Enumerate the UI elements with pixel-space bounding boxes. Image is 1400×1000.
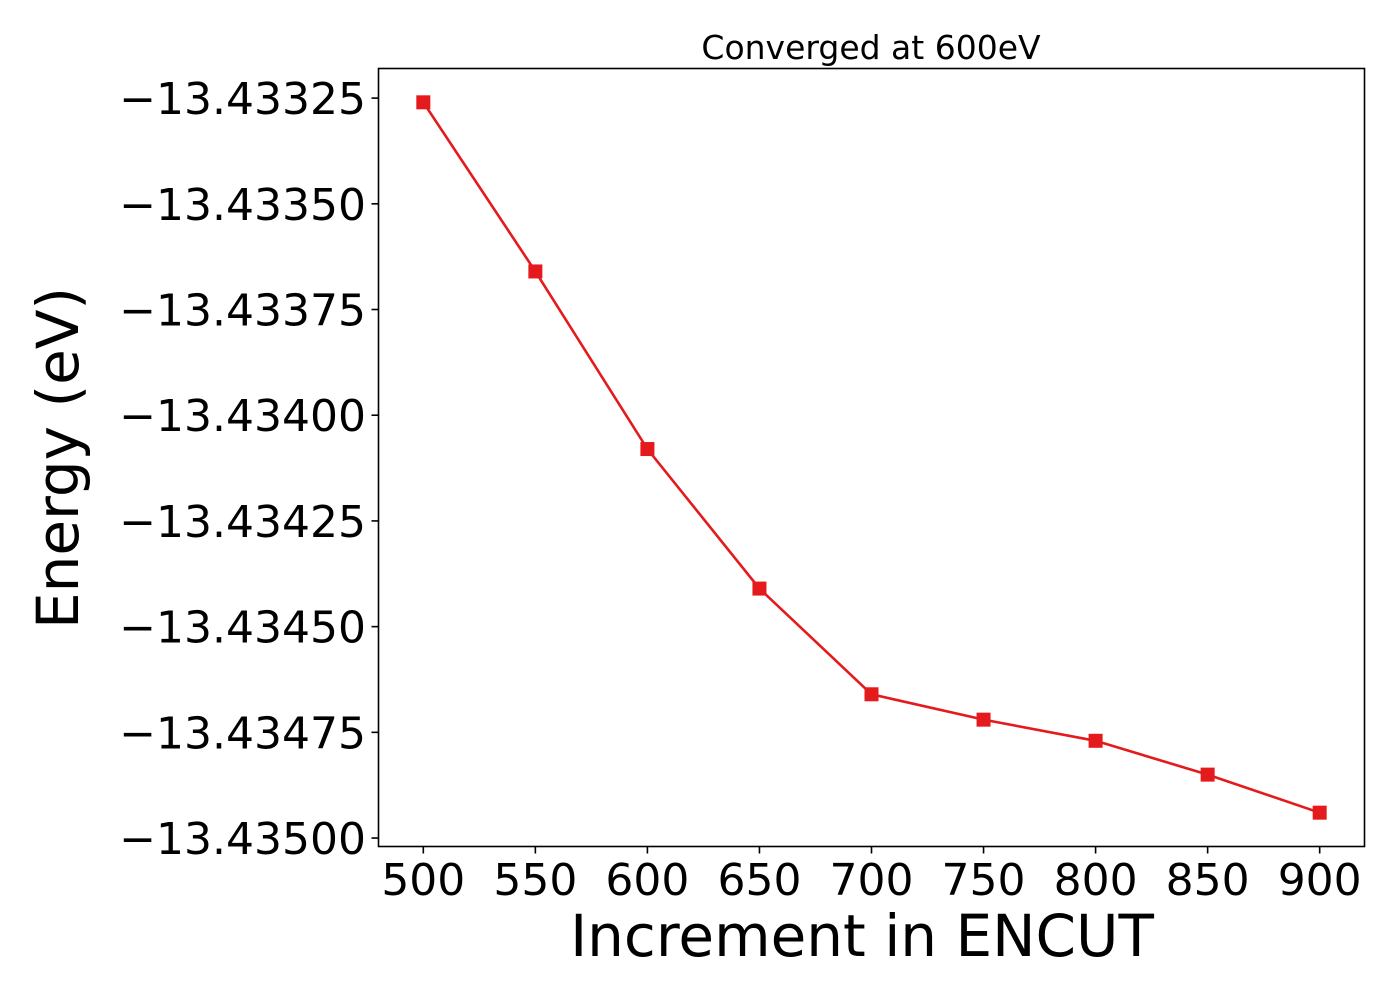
x-tick-label: 650 — [717, 855, 801, 906]
y-tick-label: −13.43475 — [119, 708, 366, 759]
x-tick-label: 750 — [942, 855, 1026, 906]
data-point-marker — [416, 95, 431, 110]
y-axis-ticks: −13.43325 −13.43350 −13.43375 −13.43400 −13.… — [119, 74, 379, 865]
data-point-marker — [640, 442, 655, 457]
y-tick-label: −13.43425 — [119, 497, 366, 548]
x-axis-ticks: 500 550 600 650 700 750 800 850 900 — [381, 846, 1362, 906]
x-tick-label: 800 — [1054, 855, 1138, 906]
y-tick-label: −13.43400 — [119, 391, 366, 442]
data-point-marker — [1200, 767, 1215, 782]
plot-area — [416, 95, 1327, 820]
x-tick-label: 900 — [1278, 855, 1362, 906]
x-tick-label: 700 — [830, 855, 914, 906]
data-point-marker — [1088, 733, 1103, 748]
data-point-marker — [528, 264, 543, 279]
y-tick-label: −13.43350 — [119, 180, 366, 231]
x-tick-label: 600 — [605, 855, 689, 906]
x-tick-label: 500 — [381, 855, 465, 906]
x-tick-label: 550 — [493, 855, 577, 906]
data-point-marker — [864, 687, 879, 702]
data-point-marker — [976, 712, 991, 727]
data-point-marker — [752, 581, 767, 596]
chart-title: Converged at 600eV — [701, 28, 1041, 67]
data-point-marker — [1312, 805, 1327, 820]
x-axis-label: Increment in ENCUT — [570, 902, 1154, 970]
y-tick-label: −13.43325 — [119, 74, 366, 125]
x-tick-label: 850 — [1166, 855, 1250, 906]
plot-frame — [377, 67, 1366, 848]
y-tick-label: −13.43375 — [119, 286, 366, 337]
y-tick-label: −13.43500 — [119, 814, 366, 865]
y-axis-label: Energy (eV) — [24, 287, 92, 629]
y-tick-label: −13.43450 — [119, 603, 366, 654]
